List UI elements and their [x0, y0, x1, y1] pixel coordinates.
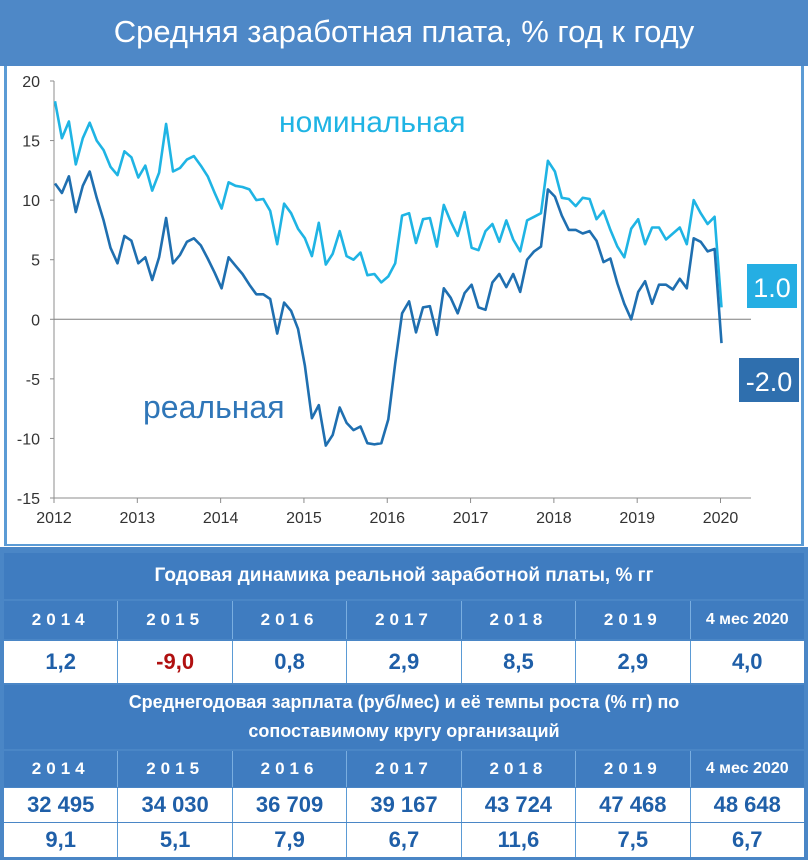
table1-value: 8,5: [462, 641, 577, 683]
table2-title: Среднегодовая зарплата (руб/мес) и её те…: [4, 685, 804, 749]
table2-salary-value: 47 468: [576, 788, 691, 822]
table1-title: Годовая динамика реальной заработной пла…: [4, 553, 804, 599]
table2-salary-value: 32 495: [4, 788, 119, 822]
y-tick-label: 20: [22, 74, 40, 91]
table1-year: 2014: [4, 601, 119, 639]
y-tick-label: -10: [17, 431, 40, 448]
table1-year: 2016: [233, 601, 348, 639]
x-tick-label: 2018: [536, 510, 572, 527]
table2-salary-value: 43 724: [462, 788, 577, 822]
x-tick-label: 2015: [286, 510, 322, 527]
x-tick-label: 2012: [36, 510, 72, 527]
table1-value: 2,9: [347, 641, 462, 683]
end-label-nominal: 1.0: [753, 273, 791, 303]
table2-growth-value: 7,5: [576, 823, 691, 857]
table2-year: 2016: [233, 751, 348, 787]
table1-year: 2015: [118, 601, 233, 639]
table2-year: 2017: [347, 751, 462, 787]
table2-growth-value: 6,7: [347, 823, 462, 857]
table2-salary-value: 34 030: [118, 788, 233, 822]
table2-growth-value: 5,1: [118, 823, 233, 857]
table1-year: 2018: [462, 601, 577, 639]
table1-value: 4,0: [731, 649, 763, 674]
table2-salary-value: 39 167: [347, 788, 462, 822]
table1-value: 2,9: [576, 641, 691, 683]
y-tick-label: 5: [31, 253, 40, 270]
table2-title-line2: сопоставимому кругу организаций: [248, 721, 560, 741]
end-label-box-nominal: [747, 264, 797, 308]
series-label-real: реальная: [143, 389, 285, 425]
table2-growth: 9,1 5,1 7,9 6,7 11,6 7,5 6,7: [4, 823, 804, 857]
table1-year: 2019: [576, 601, 691, 639]
page-title: Средняя заработная плата, % год к году: [0, 0, 808, 66]
table1-value: -9,0: [118, 641, 233, 683]
table1-year: 4 мес 2020: [705, 611, 789, 628]
table2-growth-value: 9,1: [4, 823, 119, 857]
chart-frame: 20 15 10 5 0 -5 -10 -15 2012 2013 2014 2015 2016 2017…: [4, 66, 804, 546]
table2-year: 2015: [118, 751, 233, 787]
y-tick-label: 15: [22, 134, 40, 151]
table1-values: 1,2 -9,0 0,8 2,9 8,5 2,9 4,0: [4, 641, 804, 683]
x-tick-label: 2013: [120, 510, 156, 527]
y-tick-label: -5: [26, 372, 40, 389]
x-tick-label: 2020: [703, 510, 739, 527]
end-label-real: -2.0: [746, 367, 793, 397]
tables-section: Годовая динамика реальной заработной пла…: [0, 547, 808, 860]
x-tick-label: 2017: [453, 510, 489, 527]
table2-year: 2018: [462, 751, 577, 787]
table2-growth-value: 7,9: [233, 823, 348, 857]
table1-year: 2017: [347, 601, 462, 639]
table2-salary-value: 48 648: [713, 792, 781, 817]
table2-growth-value: 6,7: [731, 827, 763, 852]
series-label-nominal: номинальная: [279, 106, 466, 139]
x-tick-label: 2016: [369, 510, 405, 527]
table2-year: 2019: [576, 751, 691, 787]
x-tick-label: 2019: [619, 510, 655, 527]
table2-growth-value: 11,6: [462, 823, 577, 857]
y-tick-label: 0: [31, 312, 40, 329]
end-label-box-real: [739, 358, 799, 402]
table2-title-line1: Среднегодовая зарплата (руб/мес) и её те…: [128, 692, 680, 712]
table2-salary: 32 495 34 030 36 709 39 167 43 724 47 46…: [4, 788, 804, 822]
y-tick-label: 10: [22, 193, 40, 210]
x-tick-label: 2014: [203, 510, 239, 527]
table1-value: 0,8: [233, 641, 348, 683]
table1-years: 2014 2015 2016 2017 2018 2019 4 мес 2020: [4, 601, 804, 639]
table2-salary-value: 36 709: [233, 788, 348, 822]
series-line-real: [53, 170, 723, 447]
y-tick-label: -15: [17, 491, 40, 508]
table2-years: 2014 2015 2016 2017 2018 2019 4 мес 2020: [4, 751, 804, 787]
table2-year: 4 мес 2020: [705, 760, 789, 777]
table2-year: 2014: [4, 751, 119, 787]
table1-value: 1,2: [4, 641, 119, 683]
series-line-nominal: [53, 101, 723, 308]
